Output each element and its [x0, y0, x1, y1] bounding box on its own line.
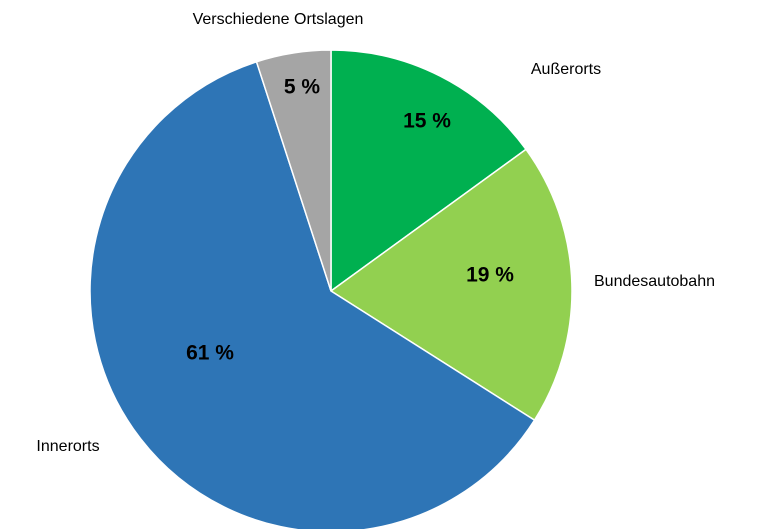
pie-slice [89, 60, 536, 529]
category-label: Bundesautobahn [594, 273, 715, 290]
pie-slice [330, 49, 528, 293]
pie-slice [329, 148, 573, 422]
category-label: Außerorts [531, 61, 601, 78]
pie-slice [255, 49, 332, 292]
value-label: 19 % [466, 264, 514, 287]
category-label: Verschiedene Ortslagen [193, 11, 364, 28]
value-label: 5 % [284, 76, 321, 99]
value-label: 61 % [186, 342, 234, 365]
value-label: 15 % [403, 110, 451, 133]
category-label: Innerorts [36, 438, 99, 455]
